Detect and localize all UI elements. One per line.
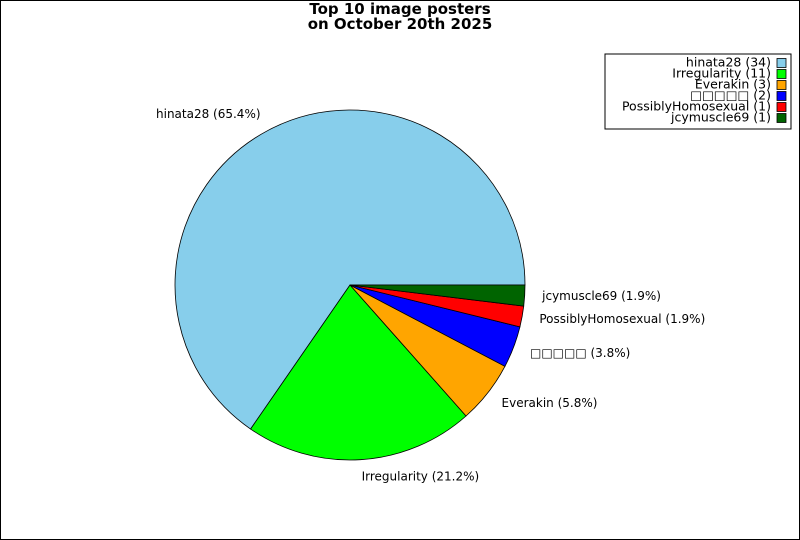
slice-label: jcymuscle69 (1.9%) [541,289,661,303]
pie-slice [349,284,526,307]
legend-label: Irregularity (11) [672,66,771,81]
legend-label: □□□□□ (2) [690,88,771,103]
slice-label: □□□□□ (3.8%) [530,346,630,360]
legend-label: Everakin (3) [695,77,771,92]
legend-label: hinata28 (34) [686,55,771,70]
legend-label: PossiblyHomosexual (1) [622,99,771,114]
legend-swatch [776,69,787,79]
slice-label: hinata28 (65.4%) [156,107,261,121]
legend-swatch [776,91,787,101]
slice-label: Everakin (5.8%) [502,396,598,410]
legend-box [604,53,792,130]
chart-title: Top 10 image posters on October 20th 202… [307,0,493,33]
legend-swatch [776,58,787,68]
legend-swatch [776,102,787,112]
pie-slice [174,109,526,430]
slice-label: PossiblyHomosexual (1.9%) [539,312,705,326]
pie-slice [250,284,467,461]
legend-swatch [776,80,787,90]
slice-label: Irregularity (21.2%) [362,470,480,484]
legend-swatch [776,113,787,123]
legend-label: jcymuscle69 (1) [670,110,771,125]
